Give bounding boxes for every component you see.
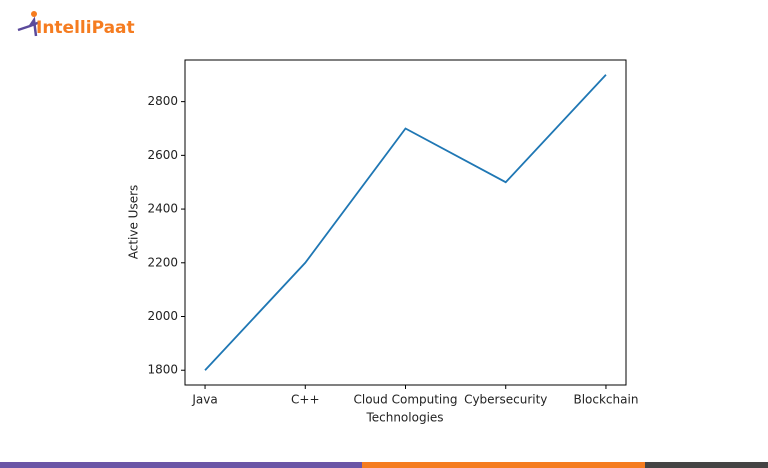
x-tick-label: Cloud Computing <box>354 393 458 407</box>
y-axis-label: Active Users <box>127 185 141 260</box>
x-tick-label: Java <box>191 393 217 407</box>
y-tick-label: 2400 <box>147 202 178 216</box>
y-tick-label: 2200 <box>147 255 178 269</box>
x-tick-label: C++ <box>291 393 320 407</box>
logo-icon <box>17 16 41 37</box>
y-tick-label: 2600 <box>147 148 178 162</box>
logo-text: IntelliPaat <box>36 18 135 38</box>
data-line <box>204 74 607 371</box>
x-tick-label: Blockchain <box>573 393 638 407</box>
footer-bar-orange <box>362 462 645 468</box>
y-tick-label: 2800 <box>147 94 178 108</box>
y-tick-label: 2000 <box>147 309 178 323</box>
logo: IntelliPaat <box>17 11 135 38</box>
logo-icon-head <box>31 11 37 17</box>
axes-frame <box>184 59 627 386</box>
footer-bar-purple <box>0 462 362 468</box>
footer-bar-gray <box>645 462 768 468</box>
x-tick-label: Cybersecurity <box>464 393 547 407</box>
y-tick-label: 1800 <box>147 363 178 377</box>
x-axis-label: Technologies <box>365 411 443 425</box>
